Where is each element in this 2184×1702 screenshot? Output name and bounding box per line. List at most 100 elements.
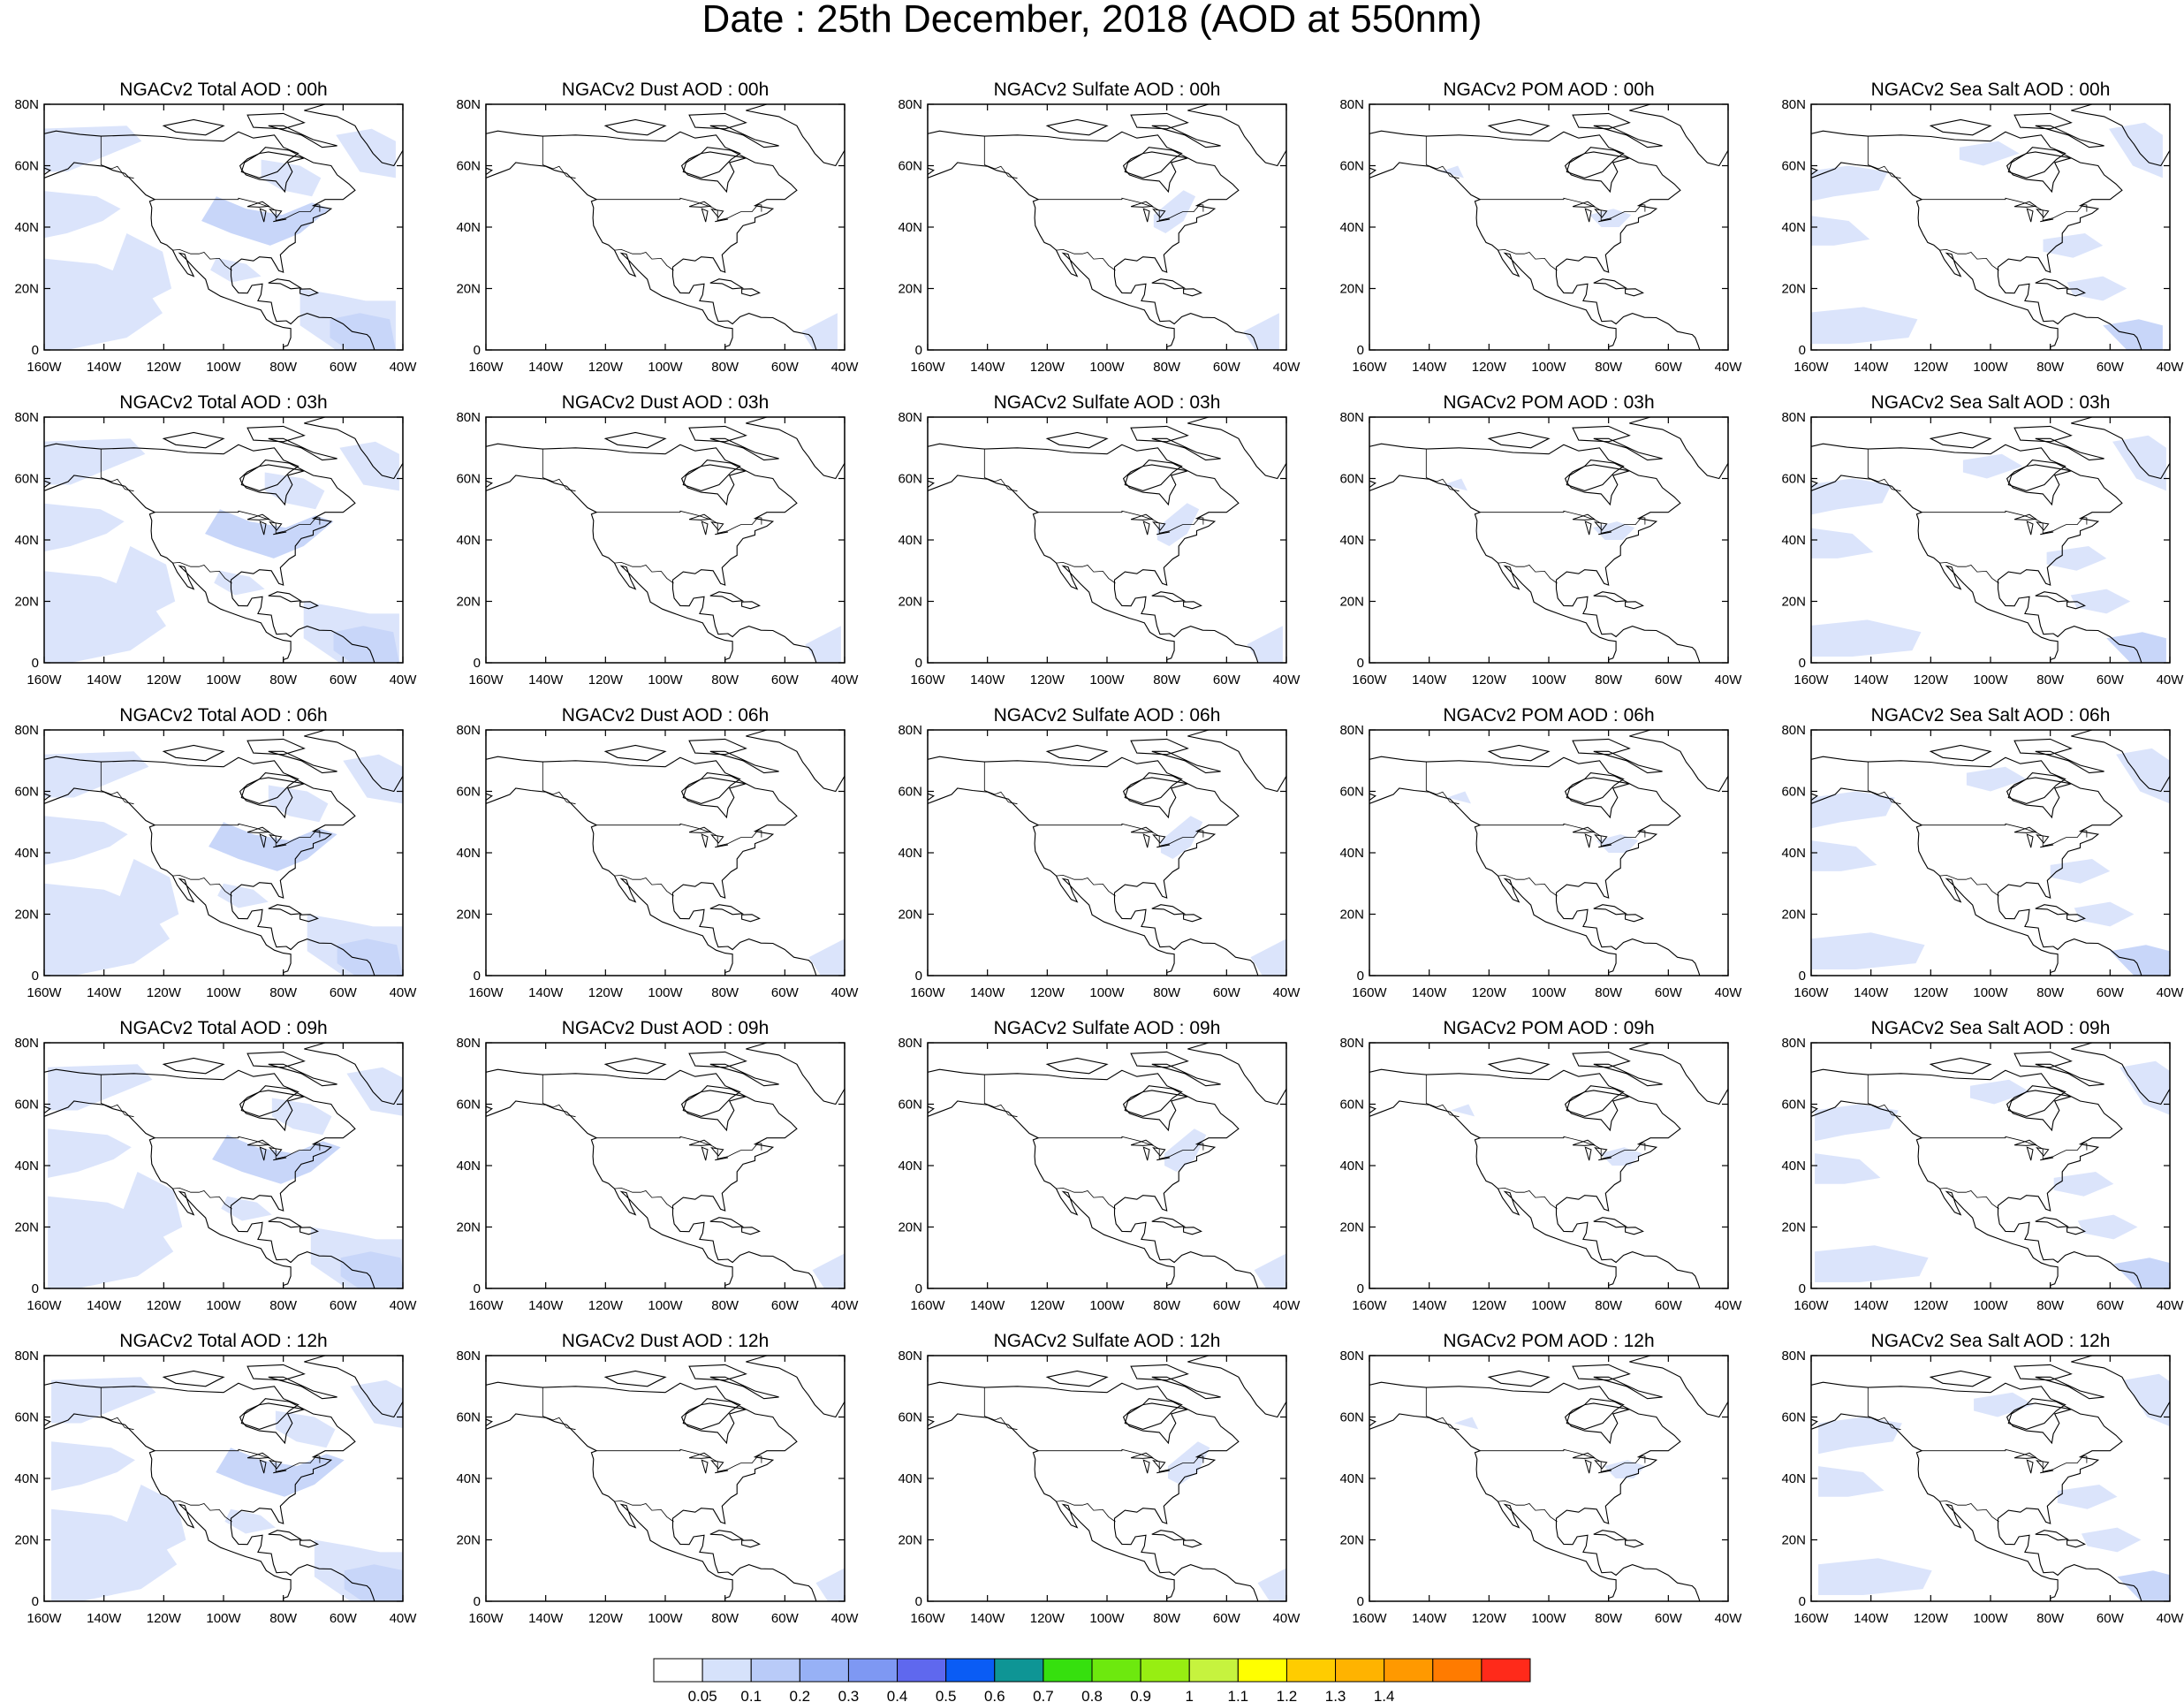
coastline xyxy=(1929,1370,1992,1387)
y-tick-label: 0 xyxy=(474,1281,481,1296)
aod-fill-region xyxy=(2081,1527,2142,1553)
y-tick-label: 60N xyxy=(14,1098,39,1113)
aod-fill-region xyxy=(1254,1253,1286,1288)
coastline xyxy=(2035,750,2104,774)
aod-fill-region xyxy=(1818,1466,1884,1497)
coastline xyxy=(603,744,667,762)
coastline xyxy=(162,1057,225,1075)
y-tick-label: 80N xyxy=(456,410,481,425)
coastline xyxy=(1564,151,1630,194)
x-tick-label: 60W xyxy=(1655,672,1683,688)
colorbar: 0.05 0.1 0.2 0.3 0.4 0.5 0.6 0.7 0.8 0.9 1 1.1 1.2 1.… xyxy=(653,1658,1531,1702)
x-tick-label: 100W xyxy=(206,1298,241,1313)
great-lake-outline xyxy=(1130,513,1154,520)
x-tick-label: 100W xyxy=(1973,1298,2008,1313)
y-tick-label: 0 xyxy=(1799,1281,1806,1296)
great-lake-outline xyxy=(1130,826,1154,833)
x-tick-label: 100W xyxy=(1531,1298,1566,1313)
x-tick-label: 60W xyxy=(1655,1611,1683,1626)
y-tick-label: 60N xyxy=(1339,1098,1364,1113)
coastline xyxy=(2006,1090,2072,1132)
x-tick-label: 80W xyxy=(1153,1298,1181,1313)
coastline xyxy=(239,151,305,194)
x-tick-label: 60W xyxy=(1213,985,1241,1000)
coastline xyxy=(2035,125,2104,148)
map-background xyxy=(1369,730,1728,976)
coastline xyxy=(1487,744,1551,762)
coastline xyxy=(2035,1217,2069,1228)
coastline xyxy=(1187,417,1286,480)
great-lake-outline xyxy=(1584,208,1592,223)
country-border xyxy=(1425,1387,1460,1431)
aod-fill-region xyxy=(48,1064,153,1111)
x-tick-label: 120W xyxy=(588,1611,624,1626)
country-border xyxy=(1038,1448,1204,1472)
great-lake-outline xyxy=(1572,1452,1596,1459)
coastline xyxy=(1929,431,1992,449)
map-area xyxy=(1811,104,2170,350)
colorbar-swatch xyxy=(1432,1658,1483,1683)
map-panel: 160W 140W 120W 100W 80W 60W 40W 80N 60N 40N 20N 0 NG… xyxy=(14,1018,417,1313)
x-tick-label: 100W xyxy=(206,1611,241,1626)
coastline xyxy=(1593,1530,1627,1541)
coastline xyxy=(162,744,225,762)
x-tick-label: 120W xyxy=(1914,985,1949,1000)
panel-title: NGACv2 Total AOD : 03h xyxy=(119,392,327,413)
panel-title: NGACv2 Dust AOD : 03h xyxy=(562,392,770,413)
y-tick-label: 20N xyxy=(1781,1533,1806,1548)
coastline xyxy=(1187,104,1286,167)
great-lake-outline xyxy=(2026,833,2034,848)
coastline xyxy=(709,591,744,603)
y-tick-label: 20N xyxy=(1339,1220,1364,1235)
coastline xyxy=(1369,130,1701,350)
coastline xyxy=(44,443,375,663)
panel-title: NGACv2 Dust AOD : 06h xyxy=(562,705,770,726)
coastline xyxy=(304,104,403,167)
great-lake-outline xyxy=(688,1452,712,1459)
x-tick-label: 60W xyxy=(2097,1611,2125,1626)
x-tick-label: 40W xyxy=(2157,360,2184,375)
country-border xyxy=(596,1136,762,1159)
x-tick-label: 120W xyxy=(1914,360,1949,375)
y-tick-label: 20N xyxy=(14,595,39,610)
coastline xyxy=(741,914,761,923)
coastline xyxy=(2066,1539,2086,1548)
map-area xyxy=(486,1356,845,1601)
y-tick-label: 80N xyxy=(456,1036,481,1051)
x-tick-label: 80W xyxy=(2036,1298,2065,1313)
y-tick-label: 20N xyxy=(456,1533,481,1548)
aod-fill-region xyxy=(2106,632,2166,663)
colorbar-label: 0.7 xyxy=(1033,1688,1054,1702)
y-tick-label: 80N xyxy=(898,1349,922,1364)
map-area xyxy=(1811,417,2170,663)
aod-fill-region xyxy=(1247,626,1283,663)
great-lake-outline xyxy=(701,1146,709,1161)
x-tick-label: 120W xyxy=(588,985,624,1000)
x-tick-label: 160W xyxy=(1352,672,1387,688)
panel-title: NGACv2 Sea Salt AOD : 00h xyxy=(1871,80,2111,100)
aod-fill-region xyxy=(333,626,399,663)
x-tick-label: 120W xyxy=(147,1298,182,1313)
x-tick-label: 100W xyxy=(1089,672,1125,688)
coastline xyxy=(680,1090,747,1132)
aod-fill-region xyxy=(815,1568,845,1601)
coastline xyxy=(486,1381,817,1601)
y-tick-label: 0 xyxy=(1799,969,1806,984)
aod-fill-region xyxy=(224,1508,276,1534)
country-border xyxy=(1425,449,1460,492)
colorbar-swatch xyxy=(750,1658,800,1683)
aod-fill-region xyxy=(2110,945,2170,976)
aod-fill-region xyxy=(221,1196,272,1221)
coastline xyxy=(268,1376,337,1400)
coastline xyxy=(1130,738,1189,756)
map-area xyxy=(1811,730,2170,976)
aod-fill-region xyxy=(118,859,179,930)
coastline xyxy=(1629,730,1728,793)
x-tick-label: 40W xyxy=(1715,985,1743,1000)
x-tick-label: 120W xyxy=(1030,1611,1065,1626)
y-tick-label: 40N xyxy=(1781,1471,1806,1486)
x-tick-label: 160W xyxy=(27,1611,62,1626)
coastline xyxy=(603,118,667,136)
x-tick-label: 140W xyxy=(1854,360,1889,375)
great-lake-outline xyxy=(1598,1157,1612,1161)
